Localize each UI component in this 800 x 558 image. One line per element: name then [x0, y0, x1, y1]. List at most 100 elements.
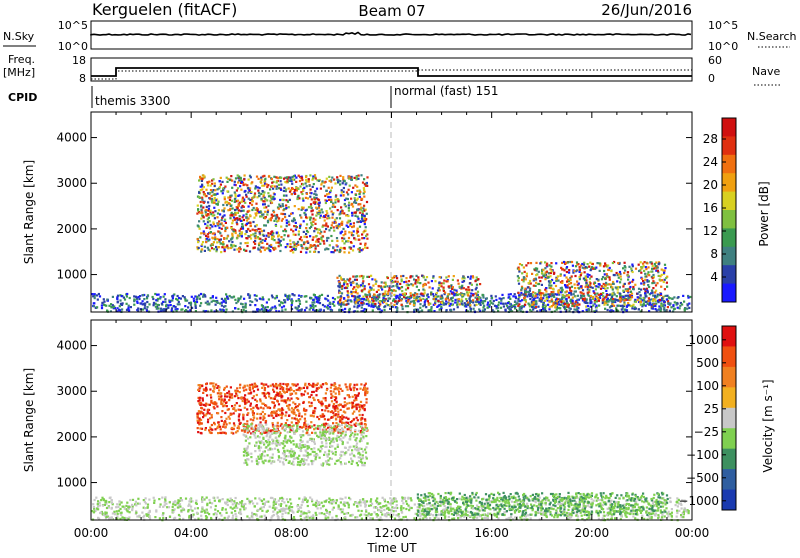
echo-cell	[608, 276, 610, 278]
echo-cell	[624, 266, 626, 268]
echo-cell	[426, 276, 428, 278]
echo-cell	[315, 215, 317, 217]
echo-cell	[500, 302, 502, 304]
echo-cell	[354, 299, 356, 301]
echo-cell	[266, 301, 268, 303]
echo-cell	[537, 306, 539, 308]
echo-cell	[672, 304, 674, 306]
echo-cell	[204, 429, 206, 431]
echo-cell	[230, 244, 232, 246]
echo-cell	[364, 394, 366, 396]
echo-cell	[224, 230, 226, 232]
echo-cell	[241, 235, 243, 237]
echo-cell	[201, 243, 203, 245]
echo-cell	[199, 384, 201, 386]
echo-cell	[524, 271, 526, 273]
echo-cell	[139, 302, 141, 304]
echo-cell	[206, 394, 208, 396]
echo-cell	[510, 308, 512, 310]
echo-cell	[298, 299, 300, 301]
echo-cell	[360, 401, 362, 403]
echo-cell	[357, 464, 359, 466]
echo-cell	[362, 207, 364, 209]
echo-cell	[197, 205, 199, 207]
echo-cell	[664, 267, 666, 269]
echo-cell	[247, 211, 249, 213]
echo-cell	[305, 227, 307, 229]
echo-cell	[366, 201, 368, 203]
echo-cell	[468, 289, 470, 291]
echo-cell	[214, 210, 216, 212]
echo-cell	[254, 192, 256, 194]
echo-cell	[529, 280, 531, 282]
echo-cell	[238, 419, 240, 421]
echo-cell	[403, 281, 405, 283]
echo-cell	[215, 203, 217, 205]
echo-cell	[576, 269, 578, 271]
echo-cell	[544, 307, 546, 309]
echo-cell	[632, 304, 634, 306]
echo-cell	[312, 221, 314, 223]
echo-cell	[227, 235, 229, 237]
echo-cell	[254, 243, 256, 245]
echo-cell	[343, 411, 345, 413]
echo-cell	[628, 266, 630, 268]
echo-cell	[245, 194, 247, 196]
echo-cell	[237, 181, 239, 183]
echo-cell	[350, 284, 352, 286]
echo-cell	[282, 205, 284, 207]
echo-cell	[253, 416, 255, 418]
echo-cell	[243, 210, 245, 212]
echo-cell	[621, 309, 623, 311]
echo-cell	[311, 415, 313, 417]
echo-cell	[250, 418, 252, 420]
echo-cell	[405, 277, 407, 279]
echo-cell	[555, 302, 557, 304]
echo-cell	[354, 405, 356, 407]
echo-cell	[207, 240, 209, 242]
echo-cell	[314, 294, 316, 296]
echo-cell	[229, 179, 231, 181]
echo-cell	[289, 431, 291, 433]
echo-cell	[279, 304, 281, 306]
colorbar-tick-label: 28	[703, 132, 718, 146]
echo-cell	[208, 227, 210, 229]
echo-cell	[456, 304, 458, 306]
echo-cell	[343, 297, 345, 299]
echo-cell	[226, 386, 228, 388]
echo-cell	[260, 421, 262, 423]
echo-cell	[367, 298, 369, 300]
echo-cell	[307, 392, 309, 394]
echo-cell	[555, 262, 557, 264]
echo-cell	[571, 275, 573, 277]
echo-cell	[391, 277, 393, 279]
echo-cell	[230, 238, 232, 240]
echo-cell	[250, 392, 252, 394]
echo-cell	[331, 410, 333, 412]
echo-cell	[560, 301, 562, 303]
echo-cell	[171, 295, 173, 297]
echo-cell	[434, 300, 436, 302]
echo-cell	[301, 415, 303, 417]
echo-cell	[335, 422, 337, 424]
echo-cell	[201, 422, 203, 424]
echo-cell	[379, 301, 381, 303]
echo-cell	[267, 232, 269, 234]
echo-cell	[531, 273, 533, 275]
echo-cell	[217, 432, 219, 434]
echo-cell	[249, 300, 251, 302]
echo-cell	[673, 296, 675, 298]
echo-cell	[200, 201, 202, 203]
echo-cell	[472, 299, 474, 301]
echo-cell	[347, 422, 349, 424]
echo-cell	[226, 237, 228, 239]
echo-cell	[452, 297, 454, 299]
echo-cell	[306, 387, 308, 389]
echo-cell	[218, 227, 220, 229]
echo-cell	[547, 304, 549, 306]
echo-cell	[652, 280, 654, 282]
echo-cell	[286, 450, 288, 452]
echo-cell	[246, 245, 248, 247]
echo-cell	[392, 281, 394, 283]
echo-cell	[544, 278, 546, 280]
